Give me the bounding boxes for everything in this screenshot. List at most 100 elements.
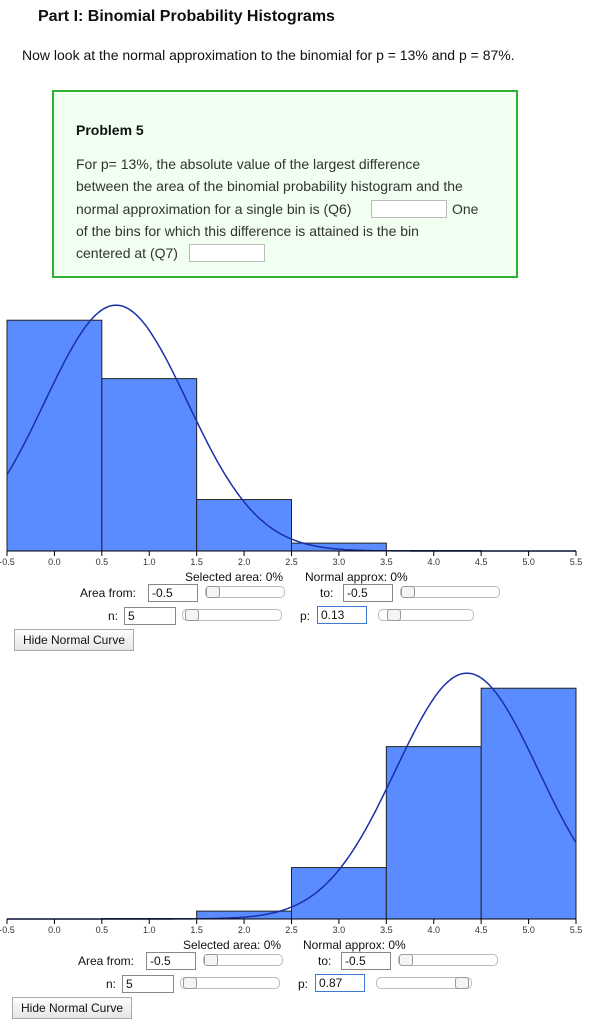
- normal-approx-label: Normal approx: 0%: [303, 938, 406, 952]
- problem-line: of the bins for which this difference is…: [76, 223, 419, 239]
- problem-title: Problem 5: [76, 122, 144, 138]
- axis-tick: 4.0: [427, 551, 440, 567]
- p-input[interactable]: 0.87: [315, 974, 365, 992]
- normal-approx-label: Normal approx: 0%: [305, 570, 408, 584]
- area-from-slider[interactable]: [203, 954, 283, 966]
- axis-tick: 5.5: [570, 919, 583, 935]
- tick-label: -0.5: [0, 557, 15, 567]
- problem-line: For p= 13%, the absolute value of the la…: [76, 156, 421, 172]
- problem-line: between the area of the binomial probabi…: [76, 178, 463, 194]
- tick-label: 4.0: [427, 925, 440, 935]
- tick-label: 1.0: [143, 925, 156, 935]
- problem-line: One: [452, 201, 479, 217]
- problem-box: Problem 5 For p= 13%, the absolute value…: [52, 90, 518, 278]
- area-from-input[interactable]: -0.5: [146, 952, 196, 970]
- tick-label: 2.0: [238, 925, 251, 935]
- tick-label: 5.0: [522, 925, 535, 935]
- problem-line: normal approximation for a single bin is…: [76, 201, 352, 217]
- p-label: p:: [298, 977, 309, 991]
- hide-normal-curve-button[interactable]: Hide Normal Curve: [14, 629, 135, 651]
- axis-tick: 4.0: [427, 919, 440, 935]
- tick-label: -0.5: [0, 925, 15, 935]
- page-title: Part I: Binomial Probability Histograms: [38, 8, 335, 25]
- p-label: p:: [300, 609, 311, 623]
- tick-label: 0.0: [48, 557, 61, 567]
- tick-label: 4.0: [427, 557, 440, 567]
- to-label: to:: [320, 586, 334, 600]
- tick-label: 1.5: [190, 925, 203, 935]
- tick-label: 5.5: [570, 925, 583, 935]
- p-slider[interactable]: [378, 609, 474, 621]
- axis-tick: 3.5: [380, 919, 393, 935]
- axis-tick: 5.5: [570, 551, 583, 567]
- q6-answer-input[interactable]: [371, 200, 447, 218]
- to-slider[interactable]: [400, 586, 500, 598]
- axis-tick: 3.0: [333, 551, 346, 567]
- tick-label: 3.5: [380, 557, 393, 567]
- histogram-bar: [291, 867, 387, 920]
- axis-tick: -0.5: [0, 551, 15, 567]
- intro-text: Now look at the normal approximation to …: [22, 47, 515, 63]
- histogram-bar: [101, 378, 198, 552]
- tick-label: 0.5: [96, 925, 109, 935]
- tick-label: 0.5: [96, 557, 109, 567]
- axis-tick: 5.0: [522, 919, 535, 935]
- p-input[interactable]: 0.13: [317, 606, 367, 624]
- axis-tick: 0.0: [48, 551, 61, 567]
- slider-handle[interactable]: [183, 977, 197, 989]
- axis-tick: 3.5: [380, 551, 393, 567]
- n-slider[interactable]: [180, 977, 280, 989]
- to-slider[interactable]: [398, 954, 498, 966]
- slider-handle[interactable]: [185, 609, 199, 621]
- axis-tick: 0.5: [96, 919, 109, 935]
- slider-handle[interactable]: [206, 586, 220, 598]
- tick-label: 5.5: [570, 557, 583, 567]
- slider-handle[interactable]: [401, 586, 415, 598]
- histogram-chart-1: -0.5 0.0 0.5 1.0 1.5 2.0 2.5 3.0 3.5 4.0 4.5 5.0 5.5: [0, 304, 583, 567]
- hide-normal-curve-button[interactable]: Hide Normal Curve: [12, 997, 133, 1019]
- histogram-bar: [196, 499, 293, 552]
- selected-area-label: Selected area: 0%: [185, 570, 284, 584]
- tick-label: 2.5: [285, 557, 298, 567]
- tick-label: 3.0: [333, 557, 346, 567]
- slider-handle[interactable]: [399, 954, 413, 966]
- histogram-bar: [6, 319, 103, 552]
- axis-tick: 2.0: [238, 919, 251, 935]
- tick-label: 4.5: [475, 925, 488, 935]
- histogram-bar: [385, 746, 482, 920]
- n-input[interactable]: 5: [124, 607, 176, 625]
- area-from-input[interactable]: -0.5: [148, 584, 198, 602]
- axis-tick: 0.0: [48, 919, 61, 935]
- tick-label: 4.5: [475, 557, 488, 567]
- axis-tick: 1.0: [143, 551, 156, 567]
- axis-tick: 2.5: [285, 919, 298, 935]
- problem-line: centered at (Q7): [76, 245, 178, 261]
- tick-label: 3.0: [333, 925, 346, 935]
- tick-label: 3.5: [380, 925, 393, 935]
- to-input[interactable]: -0.5: [341, 952, 391, 970]
- tick-label: 1.0: [143, 557, 156, 567]
- to-label: to:: [318, 954, 332, 968]
- tick-label: 2.5: [285, 925, 298, 935]
- axis-tick: 4.5: [475, 551, 488, 567]
- tick-label: 2.0: [238, 557, 251, 567]
- axis-tick: 1.5: [190, 919, 203, 935]
- to-input[interactable]: -0.5: [343, 584, 393, 602]
- axis-tick: 2.0: [238, 551, 251, 567]
- slider-handle[interactable]: [455, 977, 469, 989]
- histogram-bar: [480, 687, 577, 920]
- slider-handle[interactable]: [387, 609, 401, 621]
- axis-tick: 3.0: [333, 919, 346, 935]
- slider-handle[interactable]: [204, 954, 218, 966]
- p-slider[interactable]: [376, 977, 472, 989]
- n-slider[interactable]: [182, 609, 282, 621]
- n-label: n:: [106, 977, 117, 991]
- q7-answer-input[interactable]: [189, 244, 265, 262]
- n-input[interactable]: 5: [122, 975, 174, 993]
- n-label: n:: [108, 609, 119, 623]
- area-from-slider[interactable]: [205, 586, 285, 598]
- axis-tick: 2.5: [285, 551, 298, 567]
- axis-tick: 1.5: [190, 551, 203, 567]
- axis-tick: 0.5: [96, 551, 109, 567]
- tick-label: 5.0: [522, 557, 535, 567]
